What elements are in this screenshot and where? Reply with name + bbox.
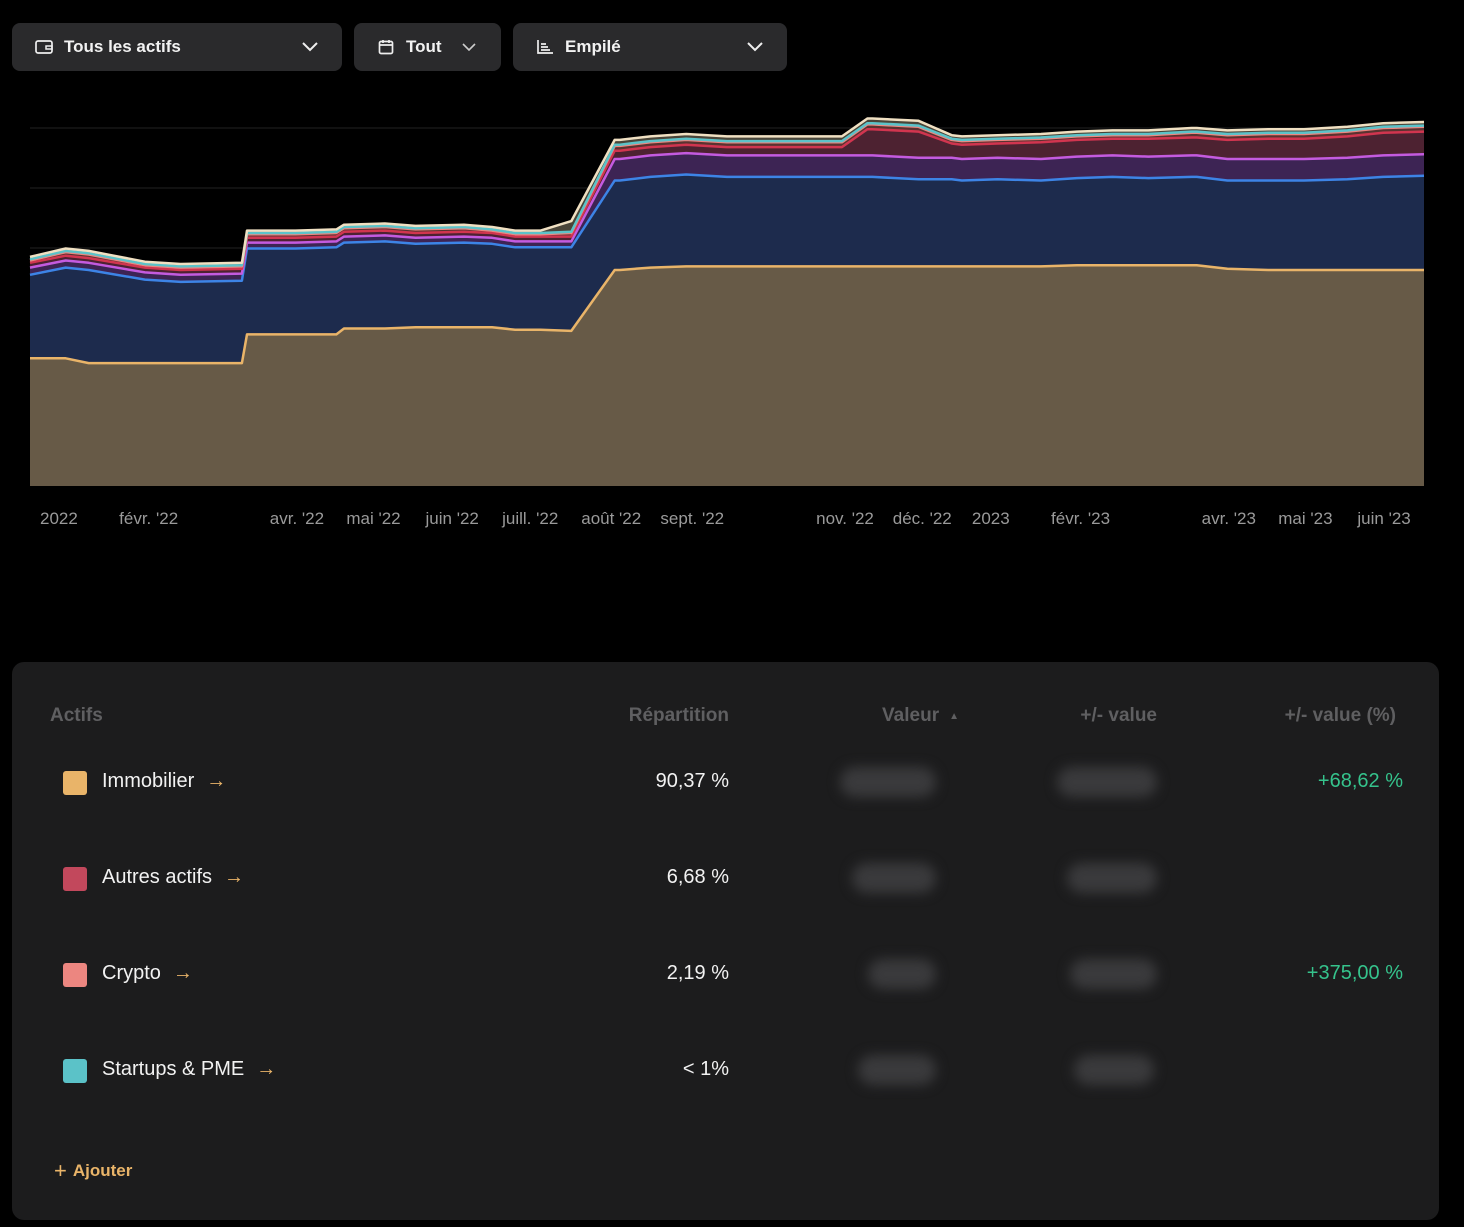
stacked-area-chart[interactable]: 2022 févr. '22 avr. '22 mai '22 juin '22 juil… [0, 100, 1464, 540]
x-tick-label: mai '22 [346, 509, 400, 528]
asset-name-label: Autres actifs [102, 866, 213, 888]
color-swatch [63, 1059, 87, 1083]
series-line-6 [29, 117, 1425, 266]
add-asset-button[interactable]: + Ajouter [54, 1158, 132, 1184]
chevron-down-icon [459, 37, 479, 57]
asset-distribution: 90,37 % [655, 770, 729, 792]
arrow-right-icon: → [206, 770, 227, 792]
series-line-0 [30, 263, 1424, 365]
arrow-right-icon: → [172, 962, 193, 984]
x-tick-label: avr. '22 [270, 509, 324, 528]
color-swatch [63, 771, 87, 795]
series-line-3 [29, 127, 1425, 272]
hidden-gain [1070, 959, 1157, 989]
series-area-1 [30, 174, 1424, 364]
header-value[interactable]: Valeur ▲ [882, 705, 959, 727]
header-gain-pct[interactable]: +/- value (%) [1284, 705, 1396, 726]
asset-row-crypto[interactable]: Crypto → 2,19 % +375,00 % [12, 945, 1439, 1005]
chart-areas [30, 118, 1424, 486]
asset-name[interactable]: Immobilier → [102, 770, 226, 793]
asset-gain-pct: +68,62 % [1317, 770, 1403, 792]
assets-table-panel: Actifs Répartition Valeur ▲ +/- value +/… [12, 662, 1439, 1220]
hidden-value [852, 863, 936, 893]
stacked-chart-icon [535, 37, 555, 57]
add-asset-label: Ajouter [72, 1161, 133, 1180]
x-tick-label: 2023 [972, 509, 1010, 528]
color-swatch [63, 963, 87, 987]
plus-icon: + [54, 1158, 67, 1183]
toolbar: Tous les actifs Tout Empilé [12, 23, 787, 71]
wallet-icon [34, 37, 54, 57]
series-line-2 [29, 151, 1425, 277]
asset-name[interactable]: Crypto → [102, 962, 193, 985]
hidden-value [840, 767, 936, 797]
x-tick-label: déc. '22 [893, 509, 952, 528]
asset-distribution: < 1% [682, 1058, 729, 1080]
asset-row-autres-actifs[interactable]: Autres actifs → 6,68 % [12, 849, 1439, 909]
x-tick-label: juin '22 [425, 509, 479, 528]
x-tick-label: mai '23 [1278, 509, 1332, 528]
asset-name-label: Immobilier [102, 770, 195, 792]
asset-row-startups-pme[interactable]: Startups & PME → < 1% [12, 1041, 1439, 1101]
asset-distribution: 2,19 % [666, 962, 729, 984]
header-distribution[interactable]: Répartition [628, 705, 729, 726]
x-tick-label: 2022 [40, 509, 78, 528]
series-line-5 [29, 121, 1425, 268]
asset-name-label: Crypto [102, 962, 161, 984]
asset-row-immobilier[interactable]: Immobilier → 90,37 % +68,62 % [12, 753, 1439, 813]
hidden-value [868, 959, 936, 989]
asset-name-label: Startups & PME [102, 1058, 245, 1080]
assets-filter-label: Tous les actifs [64, 37, 181, 56]
asset-name[interactable]: Startups & PME → [102, 1058, 276, 1081]
series-area-0 [30, 265, 1424, 486]
x-axis-ticks: 2022 févr. '22 avr. '22 mai '22 juin '22 juil… [40, 509, 1411, 528]
x-tick-label: sept. '22 [660, 509, 724, 528]
series-line-1 [29, 173, 1425, 284]
arrow-right-icon: → [224, 866, 245, 888]
header-assets[interactable]: Actifs [50, 705, 103, 726]
series-area-2 [30, 153, 1424, 282]
x-tick-label: août '22 [581, 509, 641, 528]
chevron-down-icon [300, 37, 320, 57]
header-value-label: Valeur [882, 705, 940, 726]
hidden-value [858, 1055, 936, 1085]
asset-name[interactable]: Autres actifs → [102, 866, 244, 889]
asset-distribution: 6,68 % [666, 866, 729, 888]
x-tick-label: févr. '22 [119, 509, 178, 528]
x-tick-label: nov. '22 [816, 509, 874, 528]
header-gain[interactable]: +/- value [1080, 705, 1157, 726]
sort-ascending-icon: ▲ [949, 710, 959, 722]
assets-filter-dropdown[interactable]: Tous les actifs [12, 23, 342, 71]
hidden-gain [1057, 767, 1157, 797]
chart-mode-dropdown[interactable]: Empilé [513, 23, 787, 71]
x-tick-label: juin '23 [1356, 509, 1410, 528]
calendar-icon [376, 37, 396, 57]
hidden-gain [1074, 1055, 1154, 1085]
color-swatch [63, 867, 87, 891]
hidden-gain [1067, 863, 1157, 893]
series-area-3 [30, 129, 1424, 275]
x-tick-label: avr. '23 [1202, 509, 1256, 528]
period-dropdown[interactable]: Tout [354, 23, 501, 71]
chevron-down-icon [745, 37, 765, 57]
arrow-right-icon: → [256, 1058, 277, 1080]
period-label: Tout [406, 37, 442, 56]
chart-mode-label: Empilé [565, 37, 621, 56]
chart-lines [29, 117, 1425, 365]
x-tick-label: févr. '23 [1051, 509, 1110, 528]
x-tick-label: juill. '22 [501, 509, 558, 528]
asset-gain-pct: +375,00 % [1306, 962, 1403, 984]
